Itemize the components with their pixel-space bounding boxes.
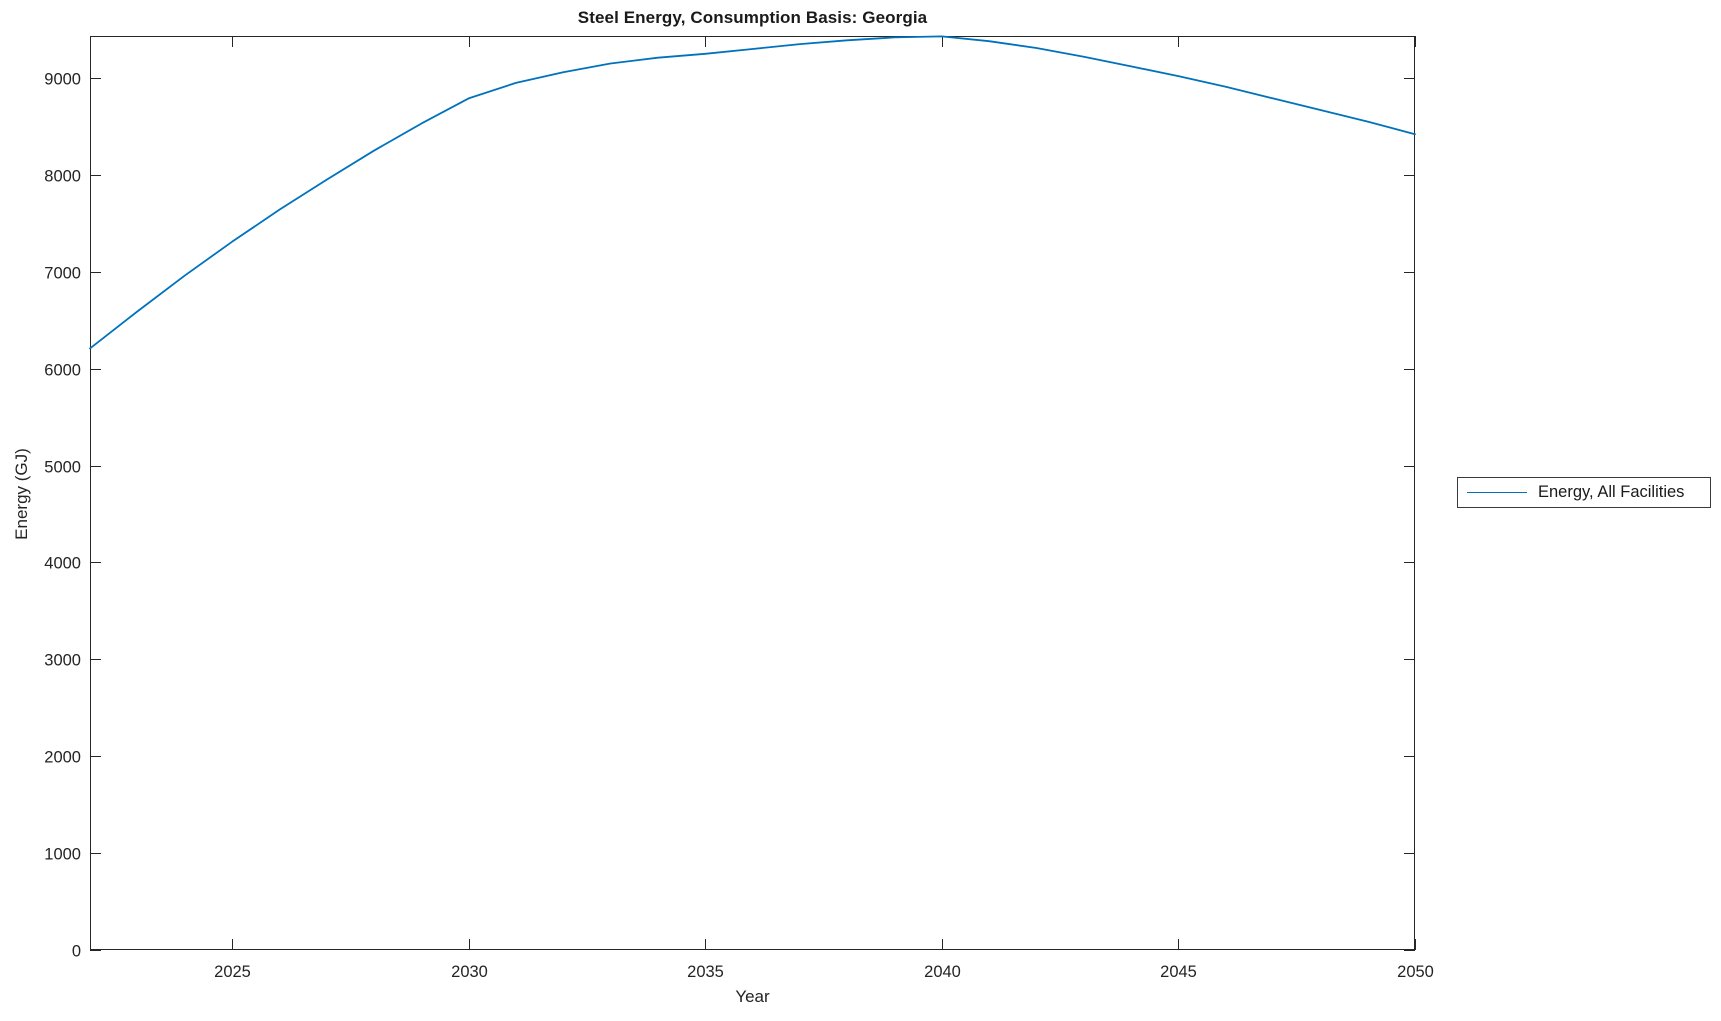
- legend-line-sample: [1467, 492, 1527, 493]
- x-tick-label: 2035: [687, 963, 724, 981]
- legend-entry-label: Energy, All Facilities: [1538, 483, 1685, 501]
- y-tick-label: 5000: [44, 459, 81, 477]
- y-tick-label: 4000: [44, 555, 81, 573]
- x-tick-label: 2040: [924, 963, 961, 981]
- legend-box: Energy, All Facilities: [1457, 477, 1711, 508]
- y-tick-label: 9000: [44, 71, 81, 89]
- y-tick-label: 8000: [44, 168, 81, 186]
- y-tick-label: 1000: [44, 846, 81, 864]
- x-tick-label: 2045: [1160, 963, 1197, 981]
- x-tick-label: 2050: [1397, 963, 1434, 981]
- chart-title: Steel Energy, Consumption Basis: Georgia: [577, 8, 928, 27]
- y-tick-label: 3000: [44, 652, 81, 670]
- x-axis-label: Year: [735, 987, 770, 1006]
- y-tick-label: 6000: [44, 362, 81, 380]
- y-axis-label: Energy (GJ): [12, 448, 31, 540]
- x-tick-label: 2030: [451, 963, 488, 981]
- x-tick-label: 2025: [214, 963, 251, 981]
- y-tick-label: 0: [72, 943, 81, 961]
- series-line: [89, 35, 1416, 350]
- y-tick-label: 7000: [44, 265, 81, 283]
- axes-box: [90, 36, 1415, 950]
- y-tick-label: 2000: [44, 749, 81, 767]
